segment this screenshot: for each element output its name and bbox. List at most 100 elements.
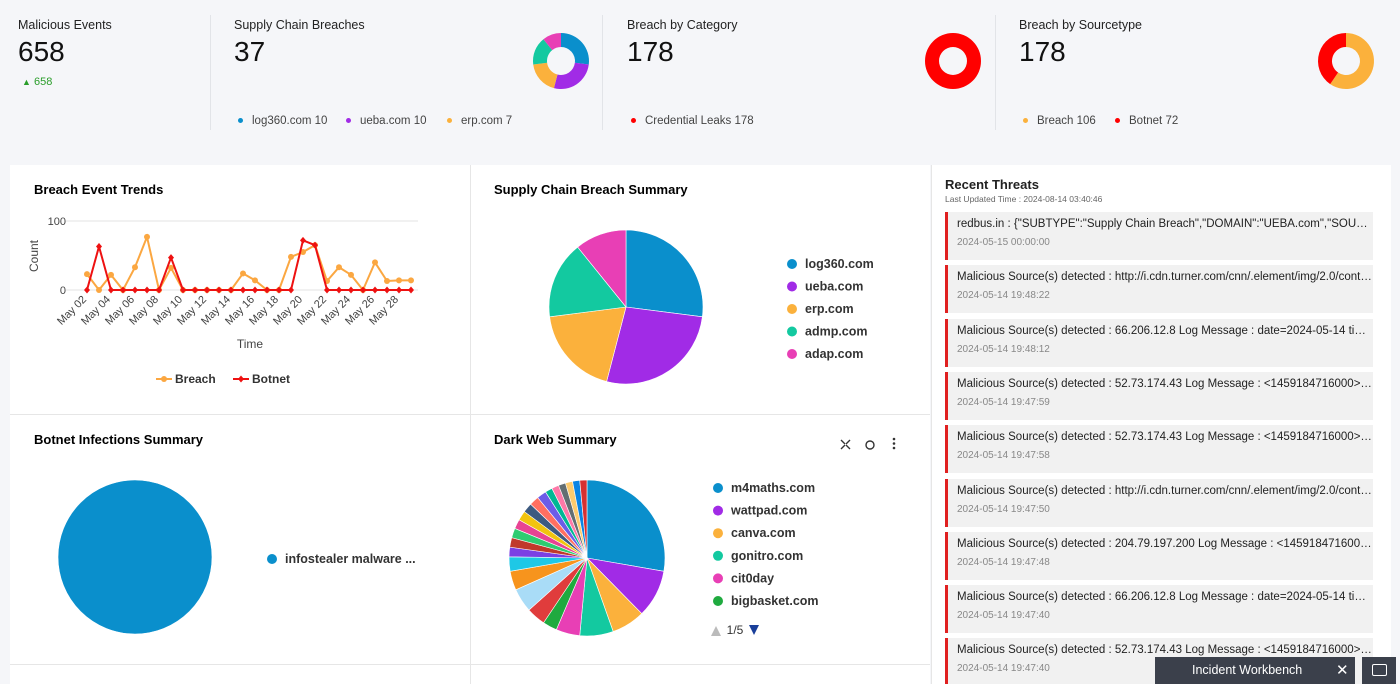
- marker: [312, 241, 318, 249]
- marker: [264, 286, 270, 294]
- incident-workbench-bar[interactable]: Incident Workbench ✕: [1155, 657, 1355, 684]
- marker: [384, 278, 390, 285]
- threat-item[interactable]: Malicious Source(s) detected : 66.206.12…: [945, 585, 1373, 634]
- marker: [336, 286, 342, 294]
- marker: [396, 277, 402, 284]
- expand-icon[interactable]: [840, 439, 851, 450]
- page-prev[interactable]: [711, 626, 721, 636]
- legend-dot: [1115, 118, 1120, 124]
- panel-title: Supply Chain Breach Summary: [494, 182, 688, 197]
- marker: [324, 286, 330, 294]
- legend-label: wattpad.com: [730, 504, 807, 518]
- marker: [372, 286, 378, 294]
- pie-slice: [606, 306, 703, 385]
- threat-time: 2024-05-14 19:47:50: [957, 503, 1050, 515]
- marker: [408, 286, 414, 294]
- legend-label: Credential Leaks 178: [645, 115, 754, 127]
- threat-item[interactable]: Malicious Source(s) detected : 52.73.174…: [945, 371, 1373, 420]
- donut-slice: [1318, 33, 1346, 85]
- threat-time: 2024-05-15 00:00:00: [957, 237, 1050, 248]
- threat-time: 2024-05-14 19:48:12: [957, 343, 1050, 355]
- threat-item[interactable]: Malicious Source(s) detected : http://i.…: [945, 478, 1373, 527]
- legend-item: Credential Leaks 178: [631, 115, 754, 127]
- legend-dot: [631, 118, 636, 124]
- marker: [96, 287, 102, 293]
- kpi-value: 37: [234, 36, 266, 67]
- legend-dot: [713, 483, 723, 493]
- panel-title: Breach Event Trends: [34, 182, 163, 197]
- threat-item[interactable]: Malicious Source(s) detected : 52.73.174…: [945, 425, 1373, 474]
- threat-time: 2024-05-14 19:47:48: [957, 556, 1050, 568]
- legend-label: ueba.com 10: [360, 115, 427, 127]
- panel-title: Dark Web Summary: [494, 432, 617, 447]
- marker: [288, 286, 294, 294]
- line: [86, 233, 411, 293]
- legend-label: erp.com 7: [461, 115, 513, 127]
- marker: [96, 243, 102, 251]
- divider: [10, 664, 930, 665]
- page-next[interactable]: [749, 625, 759, 635]
- marker: [120, 286, 126, 294]
- chat-icon: [1372, 664, 1387, 676]
- legend-dot: [787, 326, 797, 337]
- legend-dot: [346, 118, 351, 124]
- threat-item[interactable]: Malicious Source(s) detected : http://i.…: [945, 265, 1373, 314]
- legend-marker: [161, 376, 167, 382]
- threat-item[interactable]: Malicious Source(s) detected : 204.79.19…: [945, 531, 1373, 580]
- marker: [228, 286, 234, 294]
- separator: [210, 15, 211, 130]
- marker: [372, 259, 378, 266]
- kpi-title: Malicious Events: [18, 18, 112, 32]
- pie-slice: [579, 479, 588, 559]
- kpi-title: Breach by Category: [627, 18, 738, 32]
- marker: [84, 271, 90, 278]
- donut-slice: [925, 33, 981, 89]
- legend-dot: [713, 573, 723, 584]
- legend-marker: [238, 375, 244, 383]
- pie-slice: [549, 306, 627, 382]
- marker: [168, 264, 174, 271]
- legend-dot: [1023, 118, 1028, 124]
- separator: [602, 15, 603, 130]
- kpi-title: Breach by Sourcetype: [1019, 18, 1142, 32]
- pie-slice: [57, 479, 213, 635]
- donut-slice: [533, 39, 553, 65]
- donut-slice: [553, 62, 589, 89]
- legend-item: log360.com 10: [238, 115, 327, 127]
- threat-time: 2024-05-14 19:47:40: [957, 610, 1050, 622]
- legend-label: Breach: [175, 372, 216, 386]
- marker: [408, 277, 414, 284]
- legend-dot: [787, 349, 797, 359]
- threat-time: 2024-05-14 19:48:22: [957, 290, 1050, 302]
- refresh-icon[interactable]: [865, 440, 875, 450]
- marker: [240, 270, 246, 277]
- panel-icons[interactable]: [840, 439, 875, 450]
- marker: [204, 286, 210, 294]
- marker: [216, 286, 222, 294]
- legend-item: Breach 106: [1023, 115, 1096, 127]
- legend-item: ueba.com 10: [346, 115, 427, 127]
- marker: [108, 286, 114, 294]
- legend-label: canva.com: [731, 526, 796, 540]
- marker: [252, 286, 258, 294]
- chat-button[interactable]: [1362, 657, 1396, 684]
- menu-icon[interactable]: [892, 437, 896, 450]
- marker: [252, 277, 258, 284]
- kpi-change: ▲ 658: [22, 76, 53, 88]
- marker: [300, 236, 306, 244]
- marker: [180, 286, 186, 294]
- threat-item[interactable]: redbus.in : {"SUBTYPE":"Supply Chain Bre…: [945, 212, 1373, 260]
- marker: [132, 286, 138, 294]
- close-button[interactable]: ✕: [1336, 662, 1349, 679]
- legend-label: log360.com 10: [252, 115, 328, 127]
- marker: [240, 286, 246, 294]
- legend-dot: [787, 281, 797, 292]
- legend-dot: [713, 550, 723, 561]
- legend-dot: [713, 528, 723, 539]
- x-axis-title: Time: [237, 337, 264, 351]
- legend-dot: [713, 505, 723, 516]
- panel-title: Botnet Infections Summary: [34, 432, 204, 447]
- y-axis-title: Count: [27, 239, 41, 272]
- threat-item[interactable]: Malicious Source(s) detected : 66.206.12…: [945, 318, 1373, 367]
